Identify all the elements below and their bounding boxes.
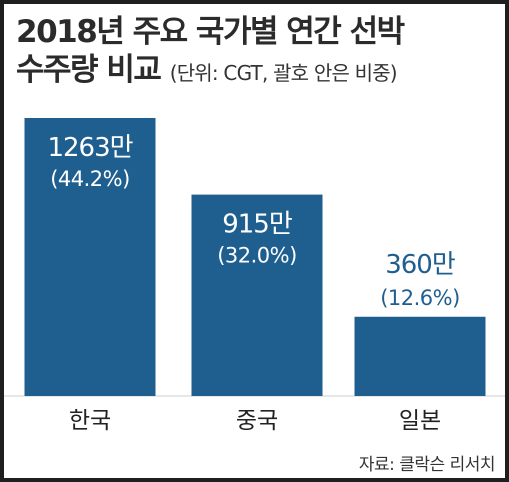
bar-percent-label-1: (32.0%) (217, 244, 297, 268)
bar-2 (354, 316, 486, 396)
bar-percent-label-2: (12.6%) (380, 286, 460, 310)
bar-percent-label-0: (44.2%) (50, 167, 130, 191)
bar-1 (191, 194, 323, 396)
bar-chart: 1263만 (44.2%) 한국 915만 (32.0%) 중국 360만 (12.6%) 일본 (4, 118, 505, 434)
chart-title-line2-text: 수주량 비교 (16, 52, 162, 88)
category-label-1: 중국 (236, 408, 278, 434)
source-note: 자료: 클락슨 리서치 (358, 455, 496, 475)
chart-title-line2: 수주량 비교 (단위: CGT, 괄호 안은 비중) (16, 44, 398, 89)
category-label-2: 일본 (399, 408, 441, 434)
bar-value-label-0: 1263만 (47, 133, 132, 163)
bar-value-label-1: 915만 (222, 210, 292, 240)
chart-subtitle: (단위: CGT, 괄호 안은 비중) (169, 61, 398, 85)
category-label-0: 한국 (69, 408, 111, 434)
chart-card: 2018년 주요 국가별 연간 선박 수주량 비교 (단위: CGT, 괄호 안… (4, 4, 505, 478)
chart-title-line1: 2018년 주요 국가별 연간 선박 (16, 14, 405, 50)
bar-0 (24, 118, 156, 396)
bar-value-label-2: 360만 (385, 250, 455, 280)
